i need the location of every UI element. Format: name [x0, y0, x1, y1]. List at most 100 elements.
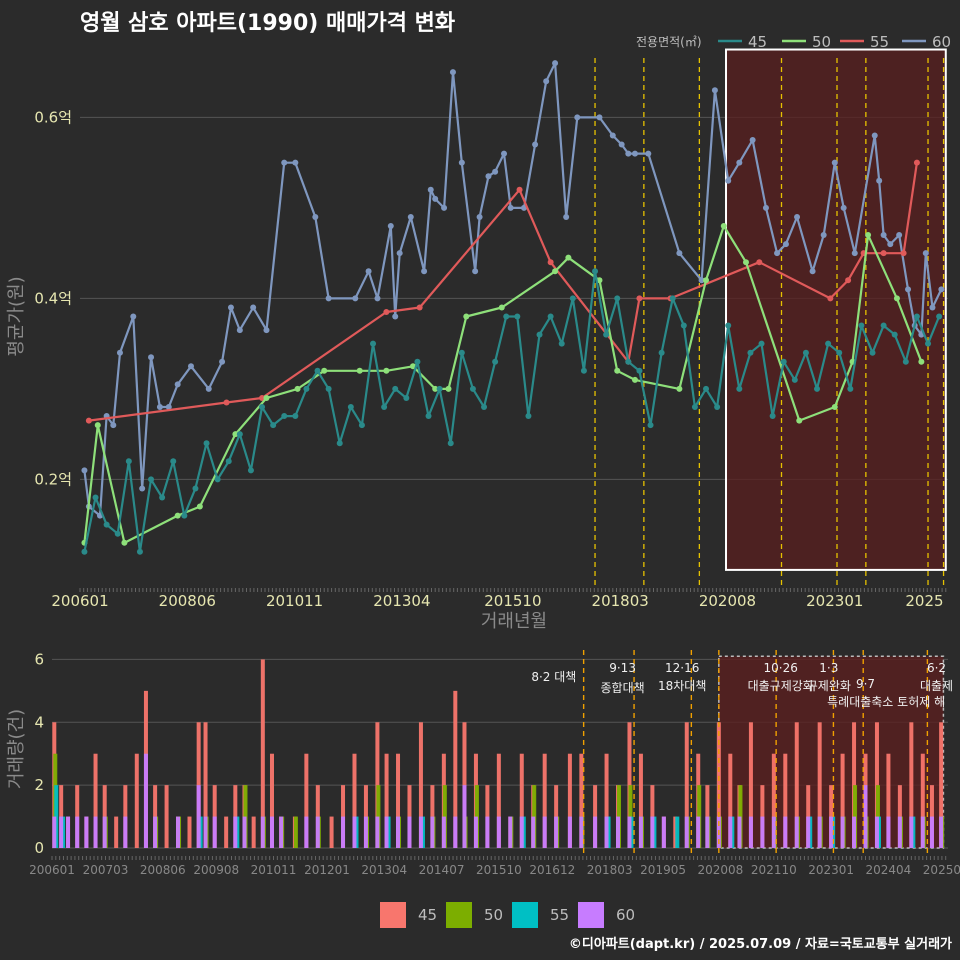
- bar-s60: [874, 816, 879, 848]
- bar-s60: [203, 816, 208, 848]
- legend-label-50: 50: [812, 33, 831, 51]
- data-point-45: [292, 413, 299, 420]
- bar-s60: [638, 816, 643, 848]
- data-point-50: [232, 431, 239, 438]
- data-point-60: [365, 268, 372, 275]
- bar-s45: [396, 753, 401, 848]
- data-point-55: [845, 277, 852, 284]
- bar-s60: [123, 816, 128, 848]
- bar-s50: [293, 816, 298, 848]
- bar-s60: [59, 816, 64, 848]
- data-point-45: [625, 358, 632, 365]
- x-tick-label: 200601: [51, 592, 108, 610]
- data-point-60: [392, 313, 399, 320]
- bar-y-tick-label: 2: [34, 776, 44, 794]
- data-point-55: [827, 295, 834, 302]
- data-point-60: [711, 87, 718, 94]
- bar-y-tick-label: 0: [34, 839, 44, 857]
- data-point-60: [725, 177, 732, 184]
- data-point-45: [103, 521, 110, 528]
- bar-s45: [909, 722, 914, 848]
- bar-s60: [771, 816, 776, 848]
- bar-s45: [794, 722, 799, 848]
- data-point-50: [720, 223, 727, 229]
- data-point-60: [441, 204, 448, 211]
- series-line-45: [83, 270, 941, 553]
- bar-s45: [93, 753, 98, 848]
- bar-s60: [233, 816, 238, 848]
- data-point-45: [603, 331, 610, 338]
- bar-x-tick-label: 201304: [361, 863, 407, 877]
- data-point-45: [281, 413, 288, 420]
- data-point-45: [358, 422, 365, 429]
- data-point-45: [814, 385, 821, 392]
- data-point-60: [762, 204, 769, 211]
- data-point-60: [458, 159, 465, 166]
- data-point-45: [647, 422, 654, 429]
- data-point-55: [259, 394, 266, 401]
- bar-y-tick-label: 4: [34, 713, 44, 731]
- bar-s45: [783, 753, 788, 848]
- data-point-50: [498, 304, 505, 311]
- data-point-60: [543, 78, 550, 85]
- bar-s45: [203, 722, 208, 848]
- data-point-55: [85, 417, 92, 424]
- bar-s60: [783, 816, 788, 848]
- bar-s45: [352, 753, 357, 848]
- bar-s45: [579, 753, 584, 848]
- data-point-60: [840, 204, 847, 211]
- data-point-60: [596, 114, 603, 121]
- data-point-50: [294, 385, 301, 392]
- data-point-60: [631, 150, 638, 157]
- data-point-60: [563, 213, 570, 220]
- data-point-45: [214, 476, 221, 483]
- data-point-55: [900, 250, 907, 257]
- data-point-45: [725, 322, 732, 329]
- data-point-50: [703, 277, 710, 284]
- bar-s60: [593, 816, 598, 848]
- bar-s55: [675, 816, 680, 848]
- bar-s60: [661, 816, 666, 848]
- data-point-45: [913, 313, 920, 320]
- data-point-55: [516, 186, 523, 193]
- data-point-45: [825, 340, 832, 347]
- bar-s60: [418, 816, 423, 848]
- bar-legend-swatch-60: [578, 902, 604, 928]
- data-point-45: [81, 548, 88, 555]
- x-tick-label: 202301: [806, 592, 863, 610]
- bar-x-tick-label: 200601: [29, 863, 75, 877]
- bar-legend-label-60: 60: [616, 906, 635, 924]
- data-point-45: [392, 385, 399, 392]
- data-point-55: [636, 295, 643, 302]
- data-point-45: [936, 313, 943, 320]
- data-point-45: [469, 385, 476, 392]
- data-point-60: [774, 250, 781, 257]
- event-date: 6·2: [927, 661, 946, 675]
- legend-title: 전용면적(㎡): [636, 35, 702, 49]
- bar-s60: [806, 816, 811, 848]
- data-point-50: [831, 404, 838, 410]
- bar-s60: [212, 816, 217, 848]
- bar-legend-label-45: 45: [418, 906, 437, 924]
- data-point-50: [893, 295, 900, 302]
- data-point-50: [742, 259, 749, 266]
- data-point-45: [747, 349, 754, 356]
- bar-s55: [61, 816, 66, 848]
- data-point-50: [432, 385, 439, 392]
- bar-s60: [453, 816, 458, 848]
- bar-legend-label-55: 55: [550, 906, 569, 924]
- bar-s45: [462, 722, 467, 848]
- bar-s60: [66, 816, 71, 848]
- event-date: 9·7: [856, 677, 875, 691]
- data-point-60: [427, 186, 434, 193]
- bar-s60: [143, 753, 148, 848]
- bar-s45: [519, 753, 524, 848]
- data-point-45: [592, 268, 599, 275]
- data-point-45: [925, 340, 932, 347]
- bar-s60: [441, 816, 446, 848]
- data-point-45: [547, 313, 554, 320]
- bar-s45: [542, 753, 547, 848]
- data-point-45: [691, 404, 698, 410]
